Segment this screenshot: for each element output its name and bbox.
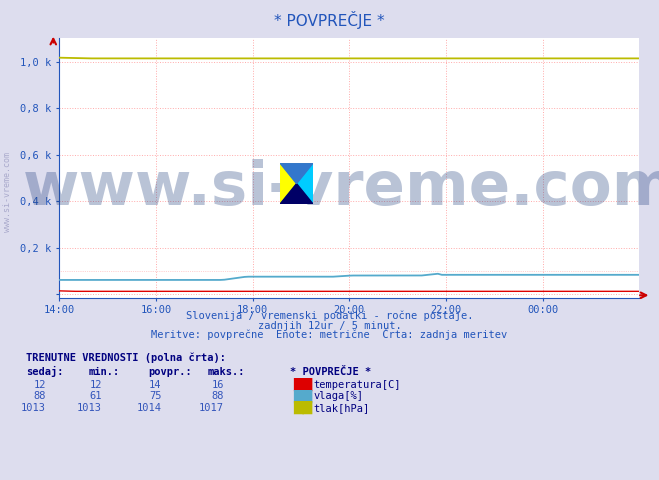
Text: 1013: 1013: [21, 403, 46, 413]
Text: maks.:: maks.:: [208, 367, 245, 377]
Text: 1013: 1013: [77, 403, 102, 413]
Text: 12: 12: [34, 380, 46, 390]
Text: min.:: min.:: [89, 367, 120, 377]
Text: 75: 75: [149, 391, 161, 401]
Text: www.si-vreme.com: www.si-vreme.com: [22, 159, 659, 218]
Text: Meritve: povprečne  Enote: metrične  Črta: zadnja meritev: Meritve: povprečne Enote: metrične Črta:…: [152, 328, 507, 340]
Text: * POVPREČJE *: * POVPREČJE *: [274, 12, 385, 29]
Text: * POVPREČJE *: * POVPREČJE *: [290, 367, 371, 377]
Text: povpr.:: povpr.:: [148, 367, 192, 377]
Text: 1017: 1017: [199, 403, 224, 413]
Text: tlak[hPa]: tlak[hPa]: [313, 403, 369, 413]
Text: 88: 88: [34, 391, 46, 401]
Text: Slovenija / vremenski podatki - ročne postaje.: Slovenija / vremenski podatki - ročne po…: [186, 311, 473, 321]
Polygon shape: [280, 163, 313, 184]
Text: ██: ██: [293, 389, 312, 403]
Text: vlaga[%]: vlaga[%]: [313, 391, 363, 401]
Polygon shape: [280, 163, 313, 204]
Text: 12: 12: [90, 380, 102, 390]
Text: zadnjih 12ur / 5 minut.: zadnjih 12ur / 5 minut.: [258, 321, 401, 331]
Text: 16: 16: [212, 380, 224, 390]
Text: 61: 61: [90, 391, 102, 401]
Text: 88: 88: [212, 391, 224, 401]
Text: 1014: 1014: [136, 403, 161, 413]
Text: temperatura[C]: temperatura[C]: [313, 380, 401, 390]
Text: 14: 14: [149, 380, 161, 390]
Text: ██: ██: [293, 378, 312, 391]
Polygon shape: [280, 184, 313, 204]
Polygon shape: [280, 163, 313, 204]
Text: ██: ██: [293, 401, 312, 414]
Text: TRENUTNE VREDNOSTI (polna črta):: TRENUTNE VREDNOSTI (polna črta):: [26, 352, 226, 363]
Text: sedaj:: sedaj:: [26, 366, 64, 377]
Text: www.si-vreme.com: www.si-vreme.com: [3, 152, 13, 232]
